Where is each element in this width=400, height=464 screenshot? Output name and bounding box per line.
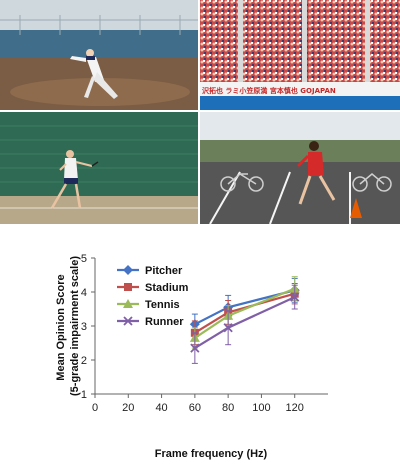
stadium-frame: 沢拓也 ラミ小笠原満 宮本慎也 GOJAPAN [200,0,400,110]
x-tick-label: 80 [222,402,234,414]
pitcher-scene [0,0,198,110]
legend-label-runner: Runner [145,316,184,328]
tennis-scene [0,112,198,224]
pitcher-frame [0,0,198,110]
y-axis-title-line-1: Mean Opinion Score [55,274,67,380]
x-tick-label: 40 [155,402,167,414]
series-line-tennis [194,287,296,339]
x-tick-label: 60 [189,402,201,414]
mos-chart: 1 2 3 4 5 0 20 40 60 80 100 120 Pitcher Stadium Tenni… [0,228,400,464]
bicycle-left [220,173,264,192]
legend-item-runner: Runner [117,316,184,328]
runner-figure [296,141,336,205]
legend-marker-runner [123,316,133,326]
legend-marker-tennis [123,299,133,308]
y-tick-label: 4 [81,287,87,299]
pitcher-figure [70,49,118,99]
legend-label-tennis: Tennis [145,299,180,311]
series-runner [190,284,300,364]
y-axis-title: Mean Opinion Score (5-grade impairment s… [55,256,81,396]
traffic-cone [350,198,362,218]
tennis-player [50,150,99,209]
legend-item-stadium: Stadium [117,282,189,294]
legend-marker-pitcher [123,265,133,275]
legend-label-stadium: Stadium [145,282,189,294]
tennis-frame [0,112,198,224]
data-point-runner [223,323,233,333]
y-tick-label: 3 [81,321,87,333]
x-tick-label: 100 [252,402,270,414]
data-point-runner [290,292,300,302]
bicycle-right [352,173,392,192]
runner-scene [200,112,400,224]
video-frames-grid: 沢拓也 ラミ小笠原満 宮本慎也 GOJAPAN [0,0,400,224]
x-tick-label: 0 [92,402,98,414]
legend-item-pitcher: Pitcher [117,265,183,277]
legend-item-tennis: Tennis [117,299,180,311]
series-tennis [189,276,300,349]
runner-frame [200,112,400,224]
x-axis-title: Frame frequency (Hz) [155,448,268,460]
x-tick-label: 20 [122,402,134,414]
y-tick-label: 1 [81,389,87,401]
data-point-runner [190,343,200,353]
legend-label-pitcher: Pitcher [145,265,183,277]
x-tick-label: 120 [286,402,304,414]
stadium-scene: 沢拓也 ラミ小笠原満 宮本慎也 GOJAPAN [200,0,400,110]
mos-line-chart: 1 2 3 4 5 0 20 40 60 80 100 120 Pitcher Stadium Tenni… [55,253,328,460]
y-tick-label: 2 [81,355,87,367]
y-tick-label: 5 [81,253,87,265]
stadium-ad-banner: 沢拓也 ラミ小笠原満 宮本慎也 GOJAPAN [202,86,336,95]
y-axis-title-line-2: (5-grade impairment scale) [69,256,81,396]
legend-marker-stadium [124,283,132,291]
